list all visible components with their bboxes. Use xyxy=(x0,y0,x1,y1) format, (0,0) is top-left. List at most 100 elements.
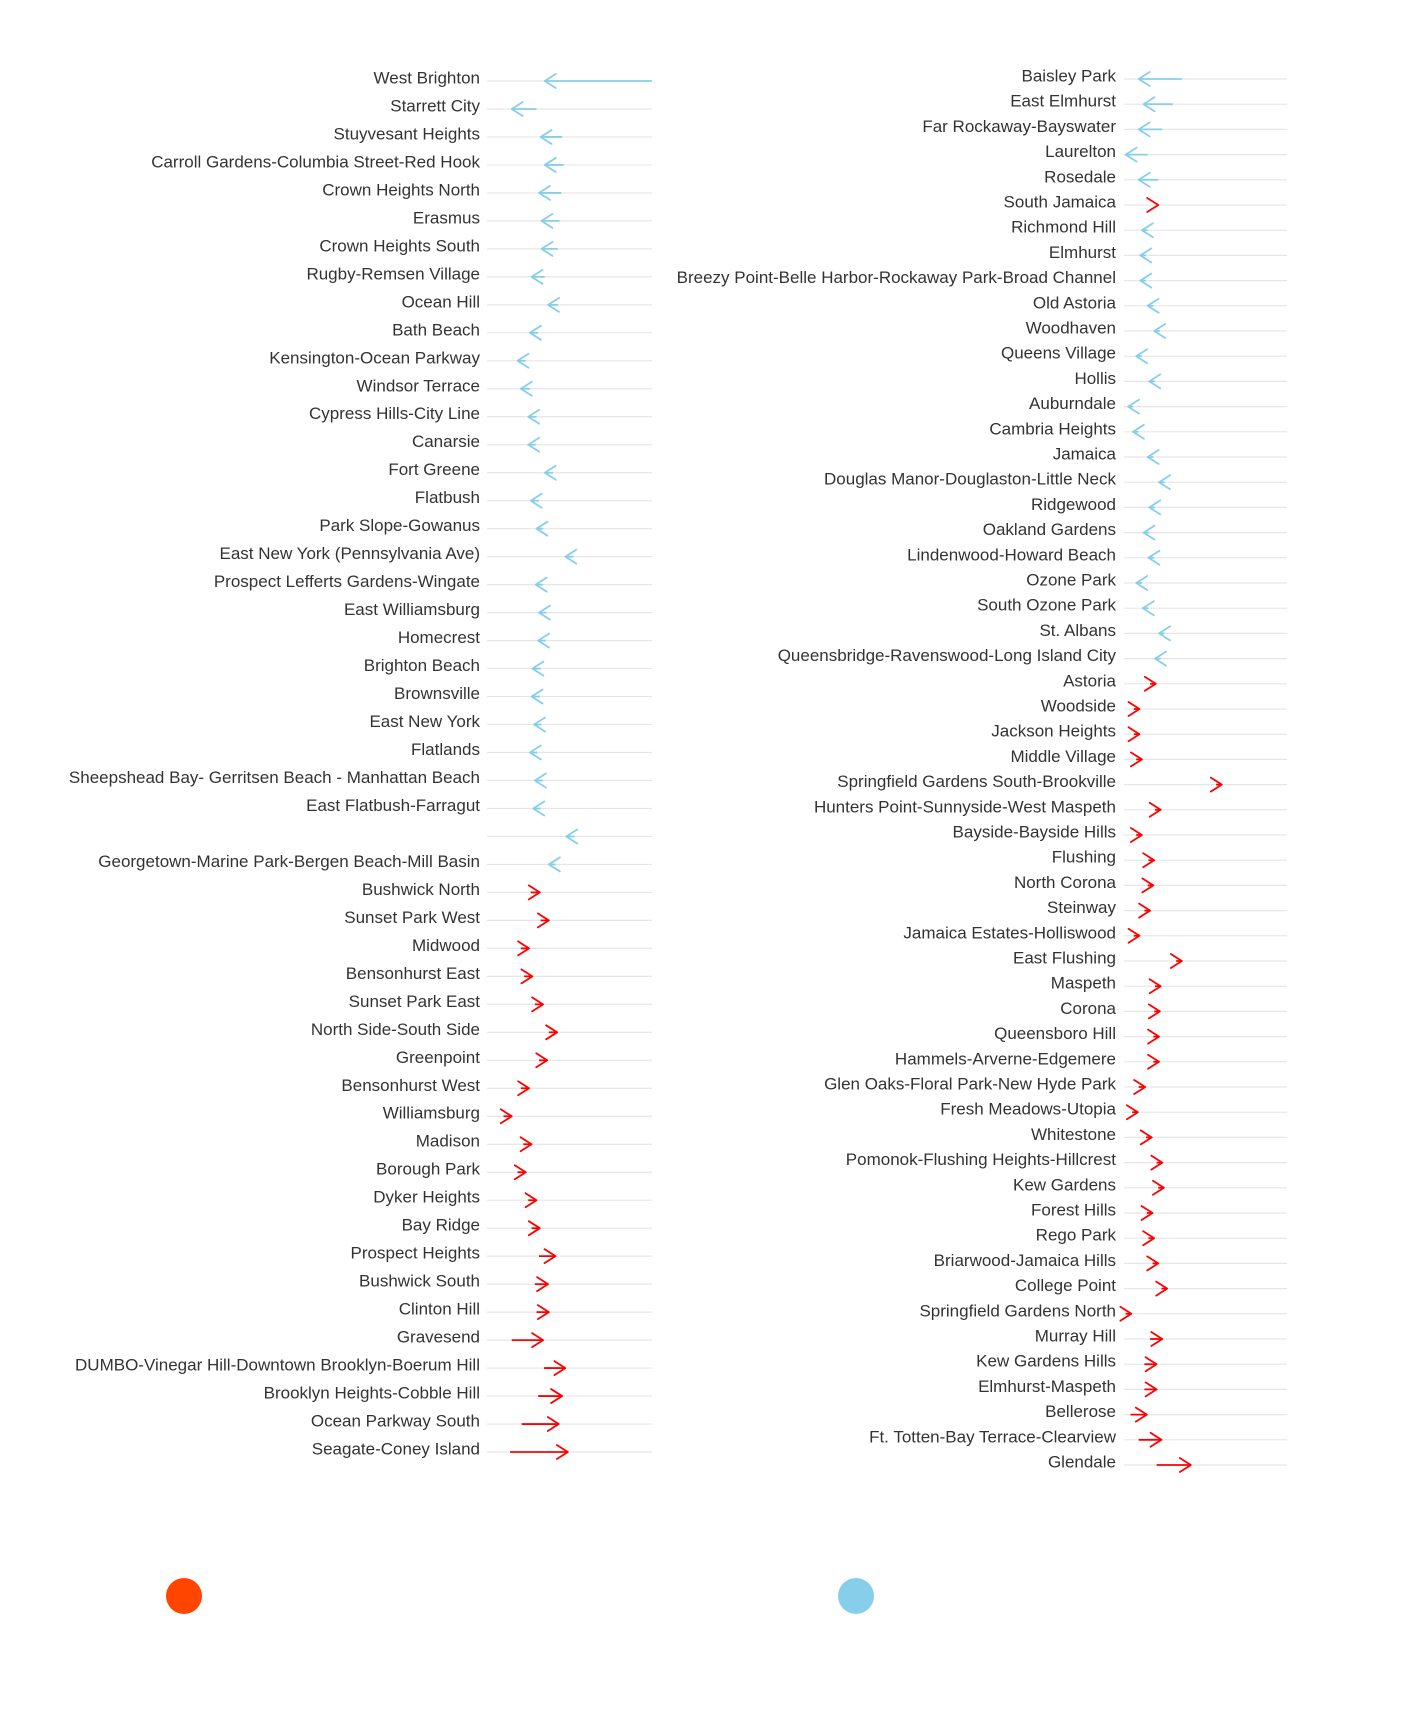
change-arrow xyxy=(1147,1028,1160,1045)
neighborhood-label: Astoria xyxy=(1063,671,1116,690)
neighborhood-label: Oakland Gardens xyxy=(983,520,1116,539)
change-arrow xyxy=(1158,474,1171,491)
neighborhood-label: Woodhaven xyxy=(1026,318,1116,337)
neighborhood-label: Sunset Park East xyxy=(349,992,481,1011)
change-arrow xyxy=(1148,373,1162,390)
change-arrow xyxy=(529,744,542,761)
change-arrow xyxy=(532,800,546,817)
change-arrow xyxy=(545,1024,559,1041)
neighborhood-label: Rego Park xyxy=(1036,1226,1117,1245)
neighborhood-label: Kew Gardens Hills xyxy=(976,1352,1116,1371)
neighborhood-label: Woodside xyxy=(1041,696,1116,715)
change-arrow xyxy=(499,1108,513,1125)
change-arrow xyxy=(1141,600,1155,617)
change-arrow xyxy=(1153,323,1167,339)
change-arrow xyxy=(1169,953,1183,969)
neighborhood-label: Madison xyxy=(416,1132,480,1151)
neighborhood-label: Kew Gardens xyxy=(1013,1175,1116,1194)
change-arrow xyxy=(519,1136,533,1153)
change-arrow xyxy=(524,1192,538,1209)
neighborhood-label: Bensonhurst East xyxy=(346,964,480,983)
change-arrow xyxy=(531,660,545,677)
neighborhood-label: Queensboro Hill xyxy=(994,1024,1116,1043)
neighborhood-label: Bushwick South xyxy=(359,1272,480,1291)
change-arrow xyxy=(1148,978,1162,995)
change-arrow xyxy=(1147,549,1161,566)
neighborhood-label: Sunset Park West xyxy=(344,908,480,927)
neighborhood-label: Ocean Parkway South xyxy=(311,1412,480,1431)
neighborhood-label: Corona xyxy=(1060,999,1116,1018)
neighborhood-label: East New York (Pennsylvania Ave) xyxy=(220,544,481,563)
change-arrow xyxy=(533,716,546,733)
neighborhood-label: West Brighton xyxy=(374,68,480,87)
neighborhood-label: Bath Beach xyxy=(392,320,480,339)
change-arrow xyxy=(537,632,551,649)
neighborhood-label: Gravesend xyxy=(397,1328,480,1347)
change-arrow xyxy=(1135,348,1149,365)
change-arrow xyxy=(1148,801,1162,818)
change-arrow xyxy=(529,492,543,509)
neighborhood-label: St. Albans xyxy=(1039,621,1116,640)
neighborhood-label: Lindenwood-Howard Beach xyxy=(907,545,1116,564)
neighborhood-label: Briarwood-Jamaica Hills xyxy=(934,1251,1116,1270)
change-arrow xyxy=(534,576,548,593)
neighborhood-label: Jamaica Estates-Holliswood xyxy=(903,923,1116,942)
neighborhood-label: College Point xyxy=(1015,1276,1116,1295)
change-arrow xyxy=(1133,1079,1147,1095)
neighborhood-label: Bushwick North xyxy=(362,880,480,899)
change-arrow xyxy=(543,73,652,89)
change-arrow xyxy=(511,1332,544,1348)
neighborhood-label: Springfield Gardens North xyxy=(919,1301,1116,1320)
change-arrow xyxy=(539,129,563,145)
change-arrow xyxy=(517,940,530,957)
neighborhood-label: Ridgewood xyxy=(1031,495,1116,514)
neighborhood-label: East Flatbush-Farragut xyxy=(306,796,480,815)
neighborhood-label: Erasmus xyxy=(413,208,480,227)
change-arrow xyxy=(1150,1331,1164,1347)
neighborhood-label: Bayside-Bayside Hills xyxy=(953,822,1116,841)
change-arrow xyxy=(547,296,560,313)
neighborhood-label: Queens Village xyxy=(1001,344,1116,363)
change-arrow xyxy=(543,157,564,173)
change-arrow xyxy=(1135,575,1149,591)
neighborhood-label: Laurelton xyxy=(1045,142,1116,161)
change-arrow xyxy=(527,436,541,453)
change-arrow xyxy=(538,1248,557,1265)
neighborhood-label: Bellerose xyxy=(1045,1402,1116,1421)
neighborhood-label: Homecrest xyxy=(398,628,480,647)
neighborhood-label: Baisley Park xyxy=(1022,66,1117,85)
change-arrow xyxy=(1144,1381,1158,1398)
neighborhood-label: Hunters Point-Sunnyside-West Maspeth xyxy=(814,797,1116,816)
change-arrow xyxy=(1139,272,1153,289)
neighborhood-label: Park Slope-Gowanus xyxy=(319,516,480,535)
change-arrow xyxy=(536,1304,550,1321)
neighborhood-label: Ocean Hill xyxy=(402,292,480,311)
neighborhood-label: Kensington-Ocean Parkway xyxy=(269,348,480,367)
change-arrow xyxy=(547,856,561,873)
neighborhood-label: Borough Park xyxy=(376,1160,480,1179)
change-arrow xyxy=(530,268,545,285)
neighborhood-label: Brooklyn Heights-Cobble Hill xyxy=(264,1384,480,1403)
change-arrow xyxy=(520,968,534,985)
neighborhood-label: Flatlands xyxy=(411,740,480,759)
neighborhood-label: Ft. Totten-Bay Terrace-Clearview xyxy=(869,1427,1117,1446)
neighborhood-label: Sheepshead Bay- Gerritsen Beach - Manhat… xyxy=(69,768,480,787)
change-arrow xyxy=(1139,247,1153,264)
change-arrow xyxy=(527,884,541,901)
change-arrow xyxy=(1147,1053,1160,1070)
change-arrow xyxy=(540,240,558,257)
neighborhood-label: Crown Heights North xyxy=(322,180,480,199)
change-arrow xyxy=(1140,1205,1154,1221)
queens-panel: Baisley Park East Elmhurst Far Rockaway-Ba… xyxy=(677,66,1287,1473)
change-arrow xyxy=(1152,1179,1165,1196)
change-arrow xyxy=(1156,1457,1192,1473)
neighborhood-label: Old Astoria xyxy=(1033,293,1117,312)
neighborhood-label: Jamaica xyxy=(1053,444,1117,463)
change-arrow xyxy=(1146,197,1160,213)
change-arrow xyxy=(535,520,549,537)
change-arrow xyxy=(1142,1230,1156,1247)
change-arrow xyxy=(1142,96,1173,113)
change-arrow xyxy=(1125,1104,1139,1121)
change-arrow xyxy=(565,828,579,845)
